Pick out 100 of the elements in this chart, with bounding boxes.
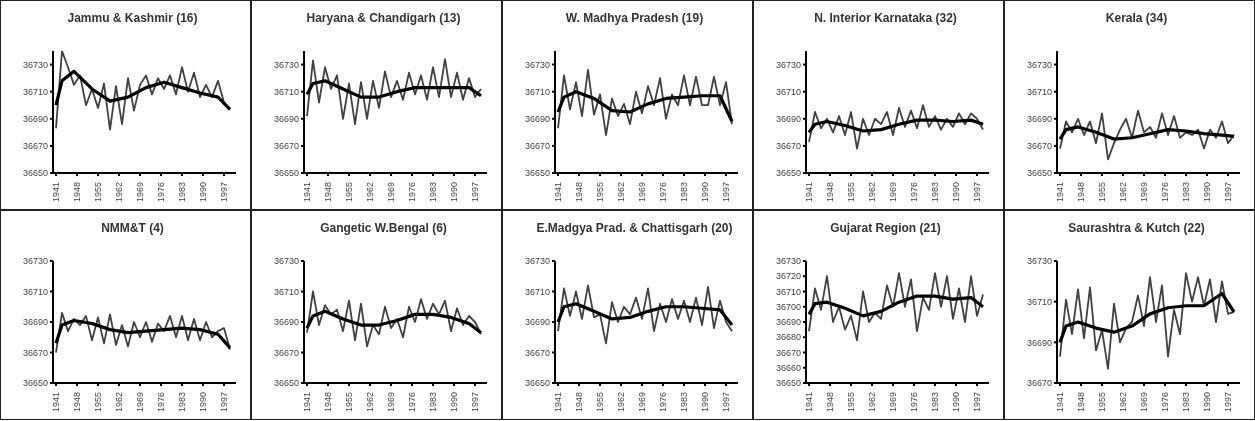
x-tick-label: 1969 xyxy=(386,392,396,413)
y-tick-label: 36670 xyxy=(273,347,299,358)
y-tick-label: 36650 xyxy=(273,378,299,389)
x-tick-label: 1976 xyxy=(1160,392,1170,413)
x-tick-label: 1941 xyxy=(553,392,563,413)
y-tick-label: 36650 xyxy=(1026,168,1052,179)
x-tick-label: 1948 xyxy=(574,392,584,413)
x-tick-label: 1990 xyxy=(449,182,459,203)
y-tick-label: 36650 xyxy=(22,378,48,389)
y-tick-label: 36690 xyxy=(22,317,48,328)
y-tick-label: 36730 xyxy=(775,59,801,70)
y-tick-label: 36690 xyxy=(775,317,801,328)
chart-title: Haryana & Chandigarh (13) xyxy=(305,10,462,27)
x-tick-label: 1969 xyxy=(135,182,145,203)
x-tick-label: 1976 xyxy=(407,182,417,203)
x-tick-label: 1955 xyxy=(846,392,856,413)
x-tick-label: 1997 xyxy=(1223,392,1233,413)
y-tick-label: 36670 xyxy=(775,141,801,152)
x-tick-label: 1955 xyxy=(93,182,103,203)
x-tick-label: 1955 xyxy=(93,392,103,413)
x-tick-label: 1955 xyxy=(595,182,605,203)
y-tick-label: 36670 xyxy=(524,347,550,358)
x-tick-label: 1948 xyxy=(1076,182,1086,203)
y-tick-label: 36680 xyxy=(775,332,801,343)
y-tick-label: 36690 xyxy=(273,113,299,124)
x-tick-label: 1976 xyxy=(1160,182,1170,203)
x-tick-label: 1976 xyxy=(407,392,417,413)
y-tick-label: 36710 xyxy=(1026,86,1052,97)
y-tick-label: 36690 xyxy=(1026,113,1052,124)
x-tick-label: 1948 xyxy=(323,392,333,413)
x-tick-label: 1976 xyxy=(658,182,668,203)
y-tick-label: 36670 xyxy=(775,347,801,358)
y-tick-label: 36700 xyxy=(775,301,801,312)
x-tick-label: 1941 xyxy=(302,392,312,413)
x-tick-label: 1948 xyxy=(825,182,835,203)
x-tick-label: 1941 xyxy=(51,392,61,413)
y-tick-label: 36650 xyxy=(273,168,299,179)
x-tick-label: 1976 xyxy=(658,392,668,413)
x-tick-label: 1976 xyxy=(156,392,166,413)
x-tick-label: 1941 xyxy=(1055,392,1065,413)
x-tick-label: 1990 xyxy=(951,392,961,413)
y-tick-label: 36730 xyxy=(273,59,299,70)
y-tick-label: 36690 xyxy=(273,317,299,328)
y-tick-label: 36730 xyxy=(524,59,550,70)
y-tick-label: 36710 xyxy=(22,286,48,297)
y-tick-label: 36720 xyxy=(775,271,801,282)
y-tick-label: 36730 xyxy=(22,256,48,267)
x-tick-label: 1962 xyxy=(1118,392,1128,413)
y-tick-label: 36690 xyxy=(22,113,48,124)
x-tick-label: 1969 xyxy=(135,392,145,413)
x-tick-label: 1990 xyxy=(1202,392,1212,413)
y-tick-label: 36710 xyxy=(524,286,550,297)
y-tick-label: 36670 xyxy=(524,141,550,152)
x-tick-label: 1983 xyxy=(428,392,438,413)
x-tick-label: 1990 xyxy=(1202,182,1212,203)
x-tick-label: 1983 xyxy=(177,182,187,203)
x-tick-label: 1983 xyxy=(930,392,940,413)
chart-title: E.Madgya Prad. & Chattisgarh (20) xyxy=(535,220,734,237)
y-tick-label: 36670 xyxy=(1026,378,1052,389)
x-tick-label: 1976 xyxy=(156,182,166,203)
x-tick-label: 1955 xyxy=(595,392,605,413)
x-tick-label: 1983 xyxy=(930,182,940,203)
chart-title: N. Interior Karnataka (32) xyxy=(813,10,958,27)
x-tick-label: 1990 xyxy=(198,182,208,203)
y-tick-label: 36650 xyxy=(775,378,801,389)
x-tick-label: 1976 xyxy=(909,182,919,203)
x-tick-label: 1941 xyxy=(804,182,814,203)
chart-title: Gangetic W.Bengal (6) xyxy=(319,220,448,237)
y-tick-label: 36730 xyxy=(273,256,299,267)
y-tick-label: 36710 xyxy=(1026,296,1052,307)
x-tick-label: 1990 xyxy=(700,392,710,413)
x-tick-label: 1983 xyxy=(679,392,689,413)
y-tick-label: 36710 xyxy=(273,286,299,297)
x-tick-label: 1997 xyxy=(470,182,480,203)
x-tick-label: 1948 xyxy=(72,182,82,203)
x-tick-label: 1962 xyxy=(616,182,626,203)
x-tick-label: 1955 xyxy=(344,182,354,203)
x-tick-label: 1983 xyxy=(1181,182,1191,203)
chart-title: W. Madhya Pradesh (19) xyxy=(564,10,705,27)
y-tick-label: 36650 xyxy=(524,378,550,389)
x-tick-label: 1962 xyxy=(114,182,124,203)
x-tick-label: 1969 xyxy=(888,182,898,203)
x-tick-label: 1948 xyxy=(1076,392,1086,413)
chart-title: NMM&T (4) xyxy=(100,220,165,237)
y-tick-label: 36650 xyxy=(22,168,48,179)
x-tick-label: 1997 xyxy=(1223,182,1233,203)
y-tick-label: 36730 xyxy=(22,59,48,70)
y-tick-label: 36710 xyxy=(22,86,48,97)
x-tick-label: 1962 xyxy=(365,392,375,413)
x-tick-label: 1941 xyxy=(553,182,563,203)
x-tick-label: 1948 xyxy=(72,392,82,413)
x-tick-label: 1962 xyxy=(1118,182,1128,203)
x-tick-label: 1955 xyxy=(846,182,856,203)
x-tick-label: 1983 xyxy=(428,182,438,203)
x-tick-label: 1997 xyxy=(721,182,731,203)
x-tick-label: 1962 xyxy=(867,182,877,203)
chart-title: Jammu & Kashmir (16) xyxy=(66,10,199,27)
x-tick-label: 1941 xyxy=(51,182,61,203)
x-tick-label: 1983 xyxy=(1181,392,1191,413)
y-tick-label: 36690 xyxy=(1026,337,1052,348)
